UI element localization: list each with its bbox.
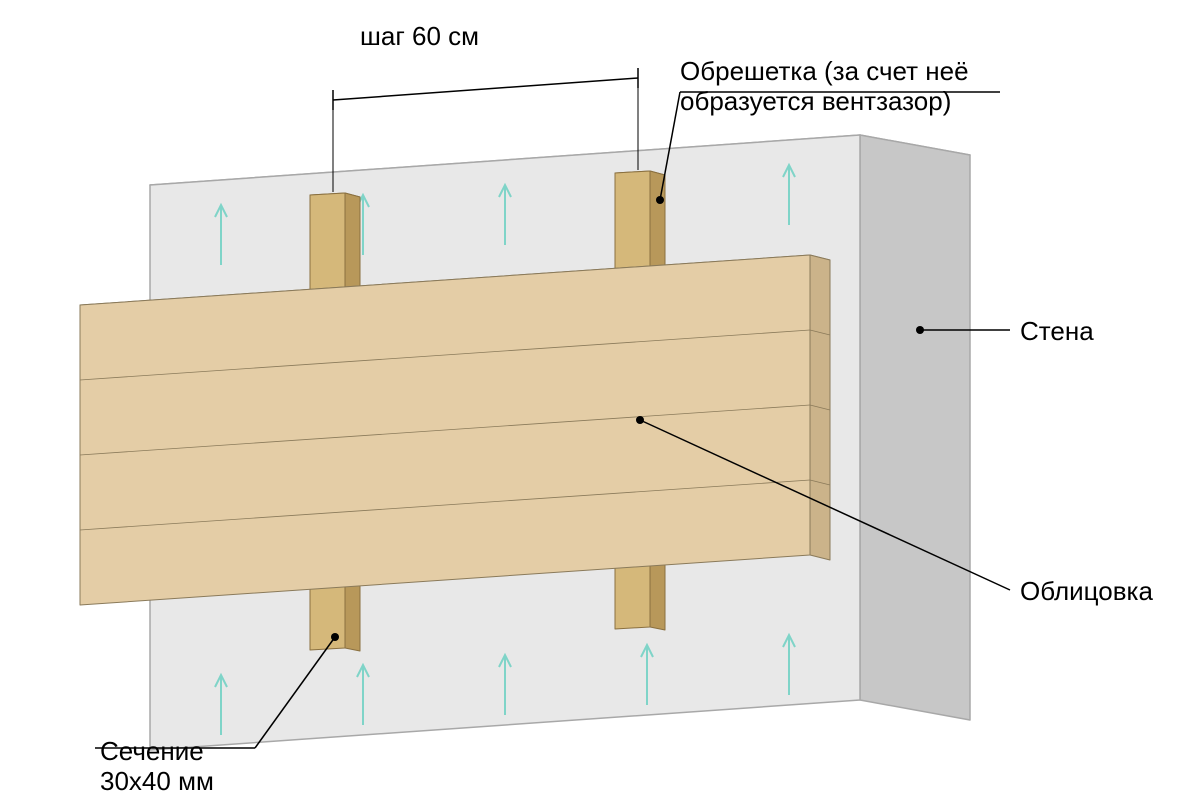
label-batten: Обрешетка (за счет неёобразуется вентзаз… xyxy=(680,56,969,116)
label-cladding: Облицовка xyxy=(1020,576,1153,606)
label-section: Сечение30x40 мм xyxy=(100,736,214,796)
label-wall: Стена xyxy=(1020,316,1094,346)
label-pitch: шаг 60 см xyxy=(360,21,479,51)
wall-side xyxy=(860,135,970,720)
